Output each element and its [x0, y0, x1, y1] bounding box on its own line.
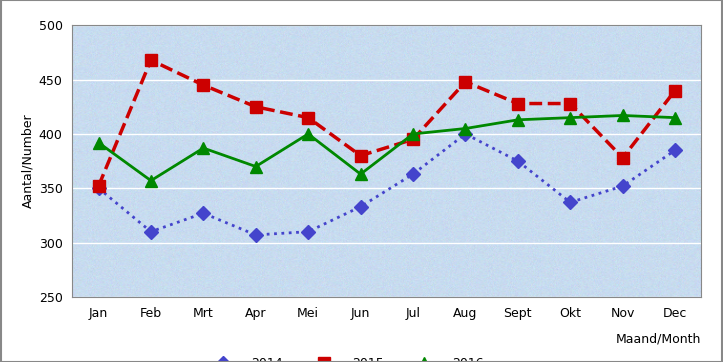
2014 — [671, 148, 680, 152]
2015 — [252, 105, 260, 109]
2015 — [671, 88, 680, 93]
2016 — [94, 140, 103, 145]
Line: 2015: 2015 — [93, 55, 680, 191]
2015 — [356, 153, 365, 158]
2016 — [408, 132, 417, 136]
2016 — [252, 164, 260, 169]
2014 — [252, 233, 260, 237]
2015 — [408, 137, 417, 142]
2015 — [618, 156, 627, 160]
2016 — [566, 115, 575, 120]
2015 — [513, 101, 522, 106]
2014 — [199, 211, 208, 215]
2014 — [461, 132, 470, 136]
Line: 2016: 2016 — [93, 110, 680, 186]
2016 — [147, 178, 155, 183]
2016 — [461, 126, 470, 131]
Legend: 2014, 2015, 2016: 2014, 2015, 2016 — [197, 352, 489, 362]
Text: Maand/Month: Maand/Month — [616, 332, 701, 345]
2014 — [408, 172, 417, 176]
2016 — [199, 146, 208, 150]
2014 — [356, 205, 365, 209]
2015 — [147, 58, 155, 62]
Y-axis label: Aantal/Number: Aantal/Number — [22, 114, 35, 209]
2015 — [461, 80, 470, 84]
2015 — [304, 115, 312, 120]
2014 — [618, 184, 627, 188]
2014 — [147, 230, 155, 234]
2016 — [304, 132, 312, 136]
2015 — [199, 83, 208, 87]
2015 — [566, 101, 575, 106]
2016 — [671, 115, 680, 120]
2016 — [356, 172, 365, 176]
2014 — [94, 186, 103, 190]
2015 — [94, 184, 103, 188]
2014 — [566, 200, 575, 205]
2014 — [304, 230, 312, 234]
2014 — [513, 159, 522, 163]
Line: 2014: 2014 — [94, 129, 680, 240]
2016 — [618, 113, 627, 118]
2016 — [513, 118, 522, 122]
